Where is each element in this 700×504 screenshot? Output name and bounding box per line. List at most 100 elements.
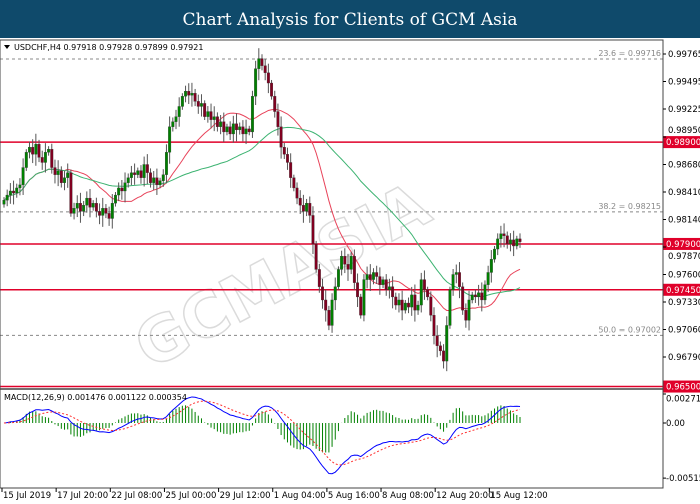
y-tick-label: 0.98410: [668, 188, 700, 198]
candle-bear: [429, 296, 433, 316]
candle-bear: [317, 269, 321, 287]
y-tick-label: 0.99225: [668, 105, 700, 115]
candle-bear: [473, 294, 477, 298]
axes: 0.99765 0.99495 0.99225 0.98950 0.98680 0.984…: [0, 39, 700, 501]
page-title: Chart Analysis for Clients of GCM Asia: [183, 10, 518, 30]
level-tag-label: 0.97450: [666, 286, 700, 296]
x-tick-label: 15 Aug 12:00: [490, 491, 547, 500]
candle-bear: [266, 72, 270, 84]
candle-bull: [5, 194, 9, 201]
fib-label: 38.2 = 0.98215: [598, 202, 661, 211]
candle-bear: [461, 286, 465, 311]
x-tick-label: 1 Aug 04:00: [274, 491, 326, 500]
candle-bull: [63, 177, 66, 183]
candle-bear: [247, 128, 251, 133]
macd-main-line: [3, 396, 521, 475]
candle-bull: [56, 170, 60, 175]
candle-bull: [410, 294, 414, 308]
candle-bear: [442, 350, 446, 362]
candle-bear: [311, 215, 315, 245]
y-tick-label: 0.99495: [668, 77, 700, 87]
candle-bear: [426, 289, 430, 298]
candle-bear: [375, 272, 379, 277]
candle-bull: [362, 279, 366, 316]
candle-bull: [152, 177, 156, 183]
watermark-text: GCMASIA: [123, 168, 441, 384]
candle-bear: [263, 65, 267, 73]
candle-bear: [40, 157, 44, 163]
candle-bear: [215, 116, 219, 127]
header-bar: [0, 0, 700, 38]
candle-bull: [333, 286, 337, 301]
candle-bull: [24, 152, 28, 168]
candle-bull: [158, 180, 162, 186]
candle-bull: [445, 325, 449, 362]
candle-bear: [187, 91, 191, 96]
candle-bull: [254, 68, 258, 97]
candle-bull: [91, 203, 95, 208]
candle-bear: [222, 121, 226, 133]
candle-bull: [168, 126, 172, 153]
candle-bull: [117, 187, 121, 196]
candle-bear: [98, 211, 102, 216]
candle-bear: [422, 279, 426, 290]
fib-label: 23.6 = 0.99716: [598, 49, 661, 58]
candle-bull: [110, 203, 114, 219]
y-tick-label: 0.98950: [668, 126, 700, 136]
candle-bear: [149, 172, 152, 183]
candle-bull: [190, 93, 194, 96]
candle-bull: [349, 256, 353, 270]
candle-bear: [155, 177, 159, 186]
candle-bull: [129, 172, 133, 178]
candle-bull: [177, 106, 181, 117]
candle-bull: [66, 172, 70, 178]
candle-bull: [419, 279, 423, 306]
candle-bear: [228, 126, 232, 135]
dropdown-triangle-icon[interactable]: [4, 45, 10, 49]
candle-bear: [321, 286, 324, 301]
candle-bear: [286, 154, 289, 163]
ma-slow-line: [3, 126, 521, 298]
candle-bear: [107, 213, 111, 219]
candle-bull: [219, 121, 223, 127]
macd-y-tick-label: -0.005156: [666, 474, 700, 484]
candle-bull: [499, 233, 503, 240]
candle-bull: [72, 208, 76, 214]
candle-bull: [34, 143, 38, 155]
x-tick-label: 8 Aug 08:00: [382, 491, 434, 500]
candle-bull: [381, 279, 385, 285]
candle-bear: [359, 296, 363, 316]
candle-bear: [464, 310, 468, 321]
candle-bear: [59, 170, 63, 183]
macd-signal-line: [3, 400, 521, 466]
candle-bear: [260, 58, 264, 66]
candle-bear: [12, 190, 16, 194]
level-tag: [663, 136, 700, 149]
candle-bull: [496, 238, 500, 250]
candle-bear: [235, 123, 238, 131]
candle-bear: [193, 93, 197, 102]
candle-bear: [368, 274, 372, 280]
y-tick-label: 0.96790: [668, 353, 700, 363]
y-tick-label: 0.98140: [668, 216, 700, 226]
candle-bear: [438, 345, 442, 352]
candle-bear: [384, 279, 388, 290]
y-tick-label: 0.97870: [668, 252, 700, 262]
candle-bull: [101, 208, 105, 216]
candle-bear: [203, 103, 207, 117]
candle-bull: [47, 149, 51, 153]
candle-bear: [31, 147, 35, 155]
candle-bull: [231, 123, 235, 135]
candle-bull: [126, 177, 130, 183]
candle-bear: [432, 315, 436, 336]
candle-bull: [250, 96, 254, 133]
y-tick-label: 0.99765: [668, 50, 700, 60]
x-tick-label: 29 Jul 12:00: [220, 491, 271, 500]
candle-bear: [324, 299, 328, 311]
watermark-logo: GCMASIA: [122, 167, 442, 384]
y-tick-label: 0.97330: [668, 298, 700, 308]
candle-bull: [200, 103, 203, 107]
candle-bull: [21, 167, 25, 186]
y-tick-label: 0.98680: [668, 161, 700, 171]
candle-bull: [448, 289, 452, 326]
